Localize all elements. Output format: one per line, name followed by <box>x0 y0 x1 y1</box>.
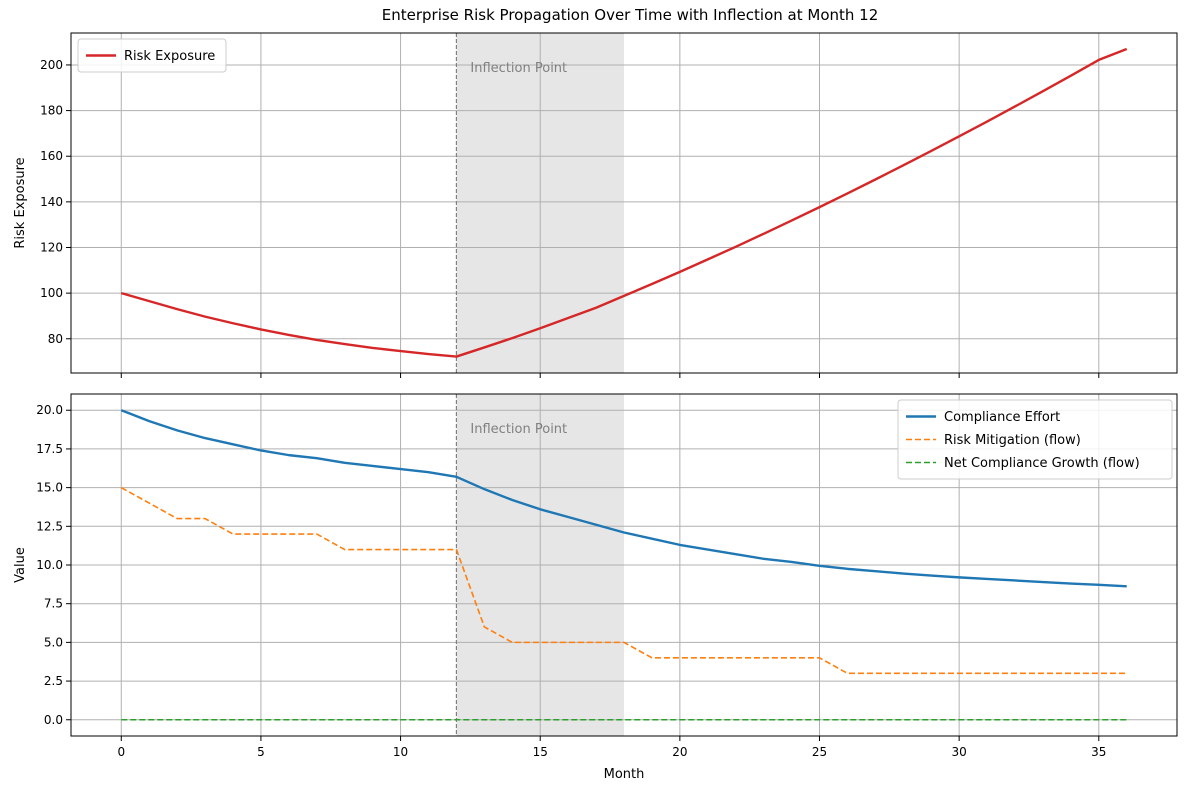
y-tick-label: 200 <box>40 58 63 72</box>
series-line-1 <box>120 486 1127 675</box>
y-axis-label: Value <box>13 547 28 583</box>
y-tick-label: 5.0 <box>44 635 63 649</box>
y-tick-label: 10.0 <box>36 558 63 572</box>
x-tick-label: 35 <box>1091 745 1106 759</box>
y-tick-label: 100 <box>40 286 63 300</box>
chart-title: Enterprise Risk Propagation Over Time wi… <box>382 6 879 24</box>
legend-box <box>77 38 227 73</box>
series-line-0 <box>120 409 1127 588</box>
legend: Compliance Effort Risk Mitigation (flow) N… <box>897 399 1173 480</box>
x-axis-label: Month <box>604 767 645 782</box>
legend-label-0: Compliance Effort <box>944 410 1060 425</box>
x-tick-label: 5 <box>257 745 265 759</box>
axes-frame <box>70 32 1178 374</box>
y-tick-label: 2.5 <box>44 674 63 688</box>
x-tick-label: 15 <box>533 745 548 759</box>
y-tick-label: 80 <box>48 332 63 346</box>
y-tick-label: 7.5 <box>44 597 63 611</box>
y-tick-label: 15.0 <box>36 481 63 495</box>
y-axis-label: Risk Exposure <box>13 157 28 248</box>
x-tick-label: 25 <box>812 745 827 759</box>
y-tick-label: 180 <box>40 104 63 118</box>
inflection-label: Inflection Point <box>470 422 567 437</box>
legend-box <box>897 399 1173 480</box>
top-panel: Inflection Point 80 100 120 140 160 180 200 Risk… <box>13 32 1178 378</box>
legend-label-2: Net Compliance Growth (flow) <box>944 456 1140 471</box>
x-tick-label: 10 <box>393 745 408 759</box>
y-tick-label: 120 <box>40 240 63 254</box>
y-tick-label: 160 <box>40 149 63 163</box>
legend-label-1: Risk Mitigation (flow) <box>944 433 1081 448</box>
inflection-label: Inflection Point <box>470 61 567 76</box>
bottom-panel: Inflection Point 0 5 10 15 20 25 30 35 0.0 2.5 5.0 7… <box>13 393 1178 782</box>
x-tick-label: 30 <box>952 745 967 759</box>
y-tick-label: 20.0 <box>36 403 63 417</box>
y-tick-label: 140 <box>40 195 63 209</box>
series-line-0 <box>120 47 1128 358</box>
x-tick-label: 0 <box>117 745 125 759</box>
y-tick-label: 17.5 <box>36 442 63 456</box>
y-tick-label: 12.5 <box>36 519 63 533</box>
y-tick-label: 0.0 <box>44 713 63 727</box>
x-tick-label: 20 <box>672 745 687 759</box>
legend: Risk Exposure <box>77 38 227 73</box>
legend-label-0: Risk Exposure <box>124 49 215 64</box>
